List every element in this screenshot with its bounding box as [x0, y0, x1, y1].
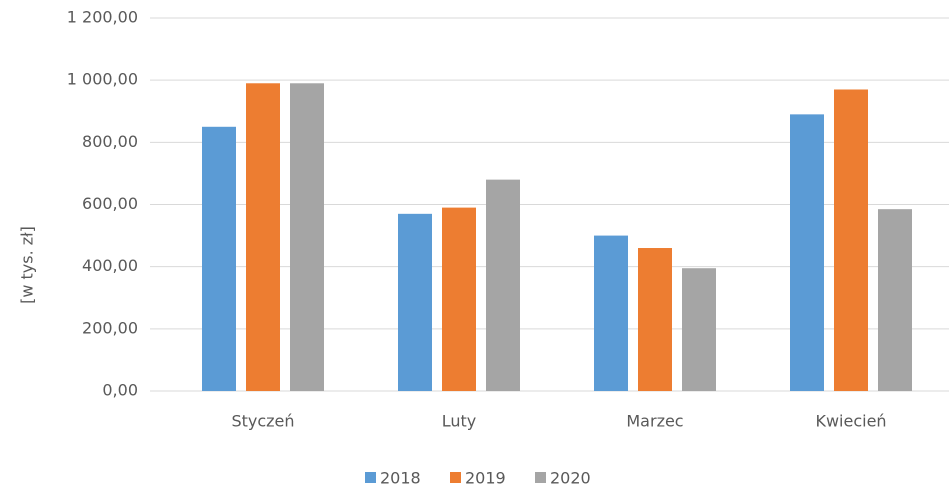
y-tick-label: 400,00 — [82, 256, 138, 275]
bar — [834, 89, 868, 391]
y-tick-label: 800,00 — [82, 132, 138, 151]
x-tick-label: Luty — [442, 412, 477, 431]
x-tick-label: Styczeń — [231, 412, 294, 431]
legend-label: 2019 — [465, 469, 506, 488]
y-tick-label: 1 000,00 — [67, 70, 138, 89]
bar — [878, 209, 912, 391]
y-axis-label: [w tys. zł] — [18, 226, 37, 304]
bar — [638, 248, 672, 391]
bar — [246, 83, 280, 391]
x-tick-label: Marzec — [626, 412, 683, 431]
chart: [w tys. zł] 0,00 200,00 400,00 600,00 800,00… — [0, 0, 949, 493]
legend-swatch — [535, 472, 546, 483]
y-tick-label: 0,00 — [102, 381, 138, 400]
bar — [790, 114, 824, 391]
legend-swatch — [450, 472, 461, 483]
x-tick-label: Kwiecień — [815, 412, 886, 431]
y-tick-label: 1 200,00 — [67, 8, 138, 27]
bar — [682, 268, 716, 391]
bar — [594, 236, 628, 391]
bar — [398, 214, 432, 391]
legend-swatch — [365, 472, 376, 483]
legend-label: 2018 — [380, 469, 421, 488]
y-tick-label: 600,00 — [82, 194, 138, 213]
bar — [202, 127, 236, 391]
bar — [442, 208, 476, 391]
bar — [290, 83, 324, 391]
bar — [486, 180, 520, 391]
legend-label: 2020 — [550, 469, 591, 488]
y-tick-label: 200,00 — [82, 318, 138, 337]
